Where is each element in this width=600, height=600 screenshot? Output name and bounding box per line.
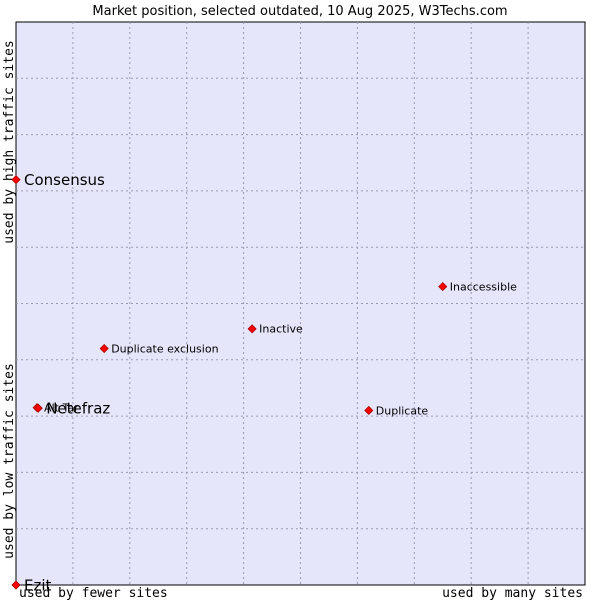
point-marker [364,405,374,416]
point-label: Ezit [24,577,52,595]
point-marker [11,175,21,185]
point-label: Duplicate exclusion [111,342,218,355]
grid-lines [16,22,585,585]
point-label: Alt Tar [44,401,79,414]
point-marker [438,282,448,292]
point-label: Inactive [259,323,303,336]
point-label: Inaccessible [450,280,517,293]
point-inaccessible: Inaccessible [438,280,517,293]
y-axis-low-label: used by low traffic sites [2,363,17,559]
data-points: Consensus Inaccessible Inactive Duplicate e… [11,171,517,595]
y-axis-high-label: used by high traffic sites [2,40,17,244]
point-label: Duplicate [376,404,429,417]
point-marker [247,324,257,334]
point-duplicate: Duplicate [364,404,429,417]
point-netefraz: Netefraz [33,400,110,418]
point-ezit: Ezit [11,577,52,595]
chart-title: Market position, selected outdated, 10 A… [92,4,507,19]
point-marker [99,343,109,354]
point-marker [11,580,21,590]
point-duplicate-exclusion: Duplicate exclusion [99,342,219,355]
point-marker [33,403,43,413]
x-axis-low-label: used by fewer sites [19,586,168,600]
point-inactive: Inactive [247,323,303,336]
x-axis-high-label: used by many sites [442,586,583,600]
point-label: Netefraz [46,400,110,418]
point-label: Consensus [24,171,105,189]
point-consensus: Consensus [11,171,105,189]
